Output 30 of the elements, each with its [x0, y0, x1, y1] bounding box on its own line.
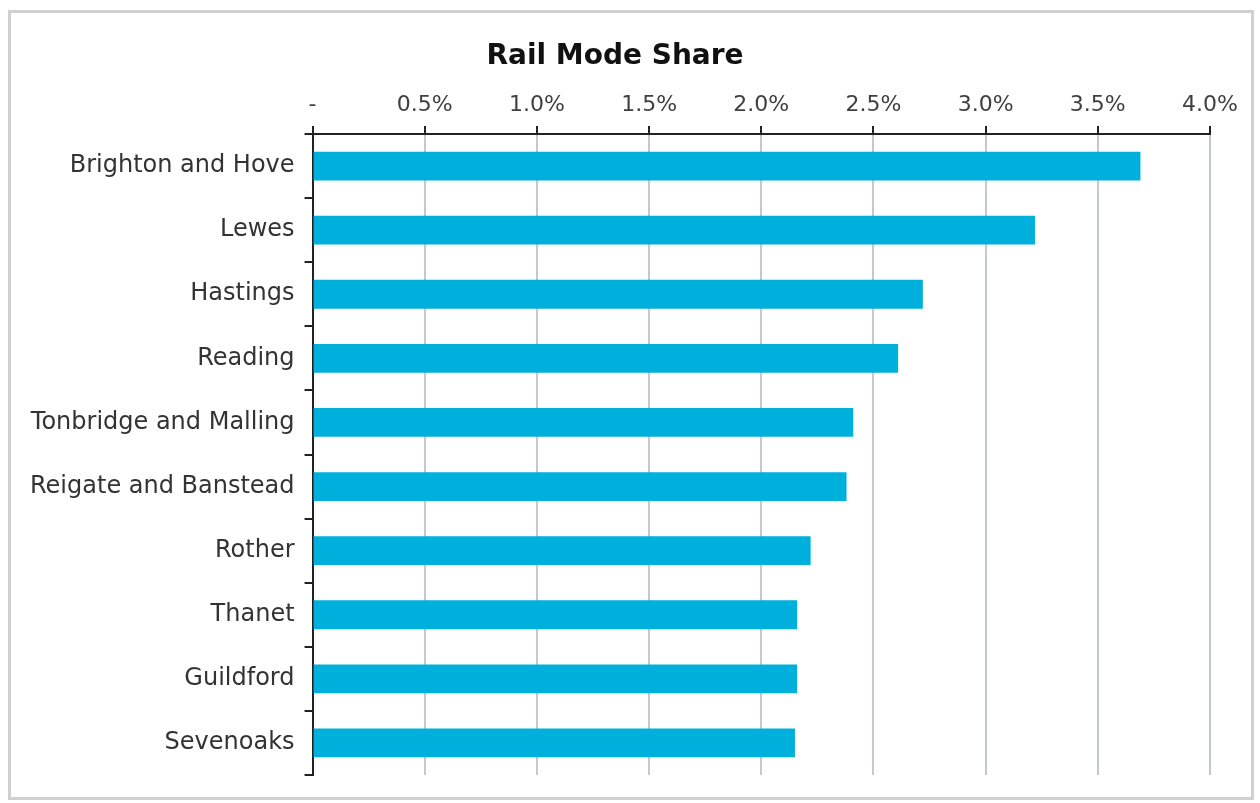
bar: [313, 536, 811, 566]
x-tick-label: 4.0%: [1182, 90, 1238, 116]
bar: [313, 215, 1035, 245]
bar: [313, 472, 847, 501]
bar: [313, 664, 798, 694]
y-tick-label: Hastings: [190, 278, 295, 307]
y-tick-label: Sevenoaks: [164, 727, 295, 756]
x-tick-label: 3.0%: [957, 90, 1014, 116]
bar: [313, 343, 899, 373]
x-tick-label: 1.5%: [621, 90, 678, 116]
y-tick-label: Tonbridge and Malling: [29, 406, 295, 435]
y-tick-label: Reigate and Banstead: [30, 470, 295, 499]
x-tick-label: 3.5%: [1069, 90, 1126, 116]
bar: [313, 600, 798, 630]
bar: [313, 728, 795, 758]
y-tick-label: Thanet: [209, 598, 295, 627]
x-tick-label: -: [308, 90, 317, 116]
x-tick-label: 2.0%: [733, 90, 790, 116]
bar: [313, 151, 1141, 181]
y-tick-label: Lewes: [219, 214, 295, 243]
y-tick-label: Brighton and Hove: [69, 150, 295, 179]
y-tick-label: Reading: [197, 342, 295, 371]
x-tick-label: 1.0%: [508, 90, 565, 116]
bar: [313, 408, 854, 437]
y-tick-label: Rother: [215, 534, 295, 563]
x-tick-label: 0.5%: [396, 90, 453, 116]
y-tick-label: Guildford: [184, 663, 295, 692]
bar: [313, 279, 923, 309]
x-tick-label: 2.5%: [845, 90, 902, 116]
chart-title: Rail Mode Share: [486, 38, 744, 72]
